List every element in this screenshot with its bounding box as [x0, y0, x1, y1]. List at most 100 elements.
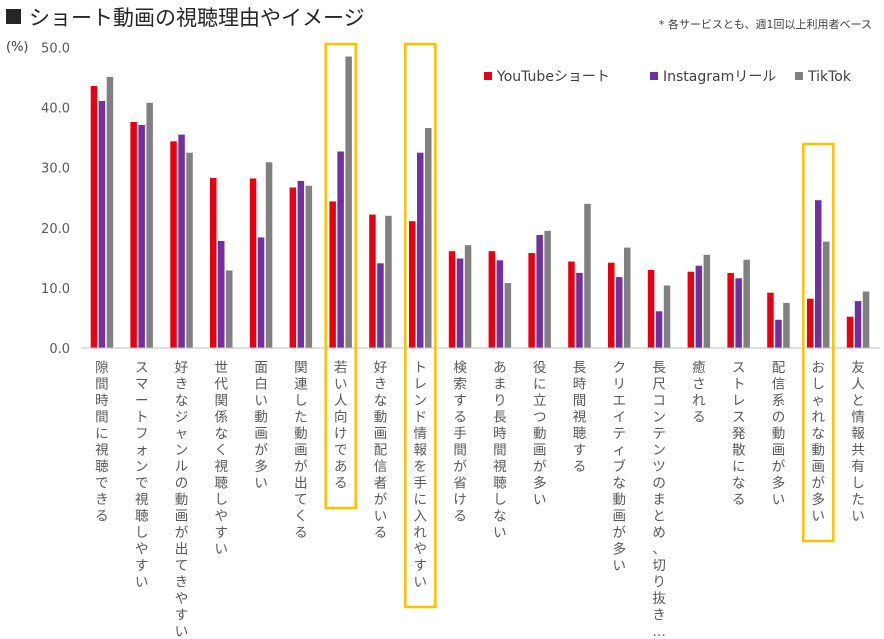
bar-2-7 [337, 151, 344, 348]
bar-3-3 [186, 152, 193, 348]
highlight-box [802, 142, 835, 543]
category-label: スマートフォンで視聴しやすい [135, 360, 149, 591]
legend-swatch-2 [650, 72, 658, 80]
chart-note: * 各サービスとも、週1回以上利用者ベース [658, 18, 872, 31]
bar-2-19 [815, 200, 822, 348]
bar-1-14 [608, 262, 615, 348]
category-label: 隙間時間に視聴できる [95, 360, 109, 525]
category-label: 検索する手間が省ける [453, 360, 467, 525]
y-tick-label: 0.0 [49, 342, 70, 357]
category-label: トレンド情報を手に入れやすい [414, 360, 428, 591]
category-label: 癒される [692, 360, 706, 426]
bar-2-2 [138, 125, 145, 348]
bar-3-1 [106, 76, 114, 349]
bar-1-9 [409, 221, 416, 348]
bar-1-3 [170, 141, 177, 348]
bar-1-6 [289, 187, 297, 348]
category-label: 面白い動画が多い [254, 360, 268, 492]
bar-1-17 [727, 272, 734, 348]
y-tick-label: 40.0 [41, 102, 70, 117]
bar-1-4 [210, 177, 217, 348]
y-tick-label: 50.0 [41, 42, 70, 57]
chart-title: ショート動画の視聴理由やイメージ [6, 2, 365, 32]
bar-2-11 [496, 260, 504, 348]
category-label: 若い人向けである [334, 360, 348, 492]
bar-2-6 [297, 180, 305, 348]
bar-1-2 [130, 122, 137, 348]
bar-2-15 [655, 311, 663, 348]
title-square-icon [6, 9, 21, 24]
bar-2-20 [854, 301, 862, 348]
category-label: 関連した動画が出てくる [294, 360, 308, 541]
y-tick-label: 20.0 [41, 222, 70, 237]
bar-1-5 [249, 178, 257, 348]
category-label: 好きな動画配信者がいる [374, 360, 388, 541]
y-tick-label: 10.0 [41, 282, 70, 297]
bar-1-10 [448, 251, 456, 348]
category-label: 友人と情報共有したい [851, 360, 865, 525]
category-label: 配信系の動画が多い [772, 360, 786, 508]
category-label: 世代関係なく視聴しやすい [215, 360, 229, 558]
category-label: 長時間視聴する [573, 360, 587, 475]
bar-2-4 [218, 241, 225, 348]
category-label: 長尺コンテンツのまとめ、切り抜き… [652, 360, 666, 639]
bar-3-2 [146, 102, 153, 348]
bar-1-11 [488, 251, 496, 348]
legend-label-2: Instagramリール [663, 69, 776, 85]
category-label: おしゃれな動画が多い [812, 360, 826, 525]
category-label: 役に立つ動画が多い [533, 360, 547, 508]
y-axis-unit: (%) [6, 40, 29, 55]
bar-3-6 [305, 185, 313, 348]
bar-3-15 [663, 285, 671, 348]
bar-3-14 [624, 247, 631, 348]
bar-1-8 [369, 214, 376, 348]
bar-2-12 [536, 235, 543, 348]
bar-3-8 [385, 215, 392, 348]
highlight-boxes [324, 42, 835, 609]
legend: YouTubeショート Instagramリール TikTok [484, 69, 852, 85]
y-tick-label: 30.0 [41, 162, 70, 177]
bar-2-5 [257, 237, 265, 348]
bar-2-17 [735, 278, 742, 348]
highlight-box [404, 42, 437, 609]
bar-2-3 [178, 134, 185, 348]
bar-1-12 [528, 253, 535, 348]
category-label: 好きなジャンルの動画が出てきやすい [175, 360, 189, 639]
bar-3-11 [504, 283, 512, 348]
bar-3-4 [226, 270, 233, 348]
highlight-box [324, 42, 357, 510]
bar-1-1 [90, 86, 98, 348]
bar-1-7 [329, 201, 336, 348]
legend-swatch-1 [484, 72, 492, 80]
bar-1-13 [568, 261, 575, 348]
bar-2-10 [456, 258, 464, 348]
bar-1-19 [807, 298, 814, 348]
bar-3-5 [265, 162, 273, 348]
category-label: あまり長時間視聴しない [493, 360, 507, 541]
bar-1-20 [846, 316, 854, 348]
bar-1-18 [767, 292, 774, 348]
bar-2-13 [576, 272, 583, 348]
bar-2-16 [695, 265, 703, 348]
bar-1-15 [647, 269, 655, 348]
bar-3-12 [544, 230, 551, 348]
legend-swatch-3 [795, 72, 803, 80]
bar-3-17 [743, 259, 750, 348]
bar-series-group [90, 56, 870, 349]
bar-2-18 [775, 319, 782, 348]
bar-1-16 [687, 271, 695, 348]
bar-3-13 [584, 203, 591, 348]
category-label: ストレス発散になる [732, 360, 746, 508]
bar-3-9 [425, 128, 432, 348]
bar-2-14 [616, 277, 623, 348]
bar-3-16 [703, 254, 711, 348]
category-label: クリエイティブな動画が多い [613, 360, 627, 574]
category-labels: 隙間時間に視聴できる スマートフォンで視聴しやすい 好きなジャンルの動画が出てきやす… [95, 360, 865, 639]
bar-2-8 [377, 263, 384, 348]
bar-3-19 [823, 241, 830, 348]
y-axis-ticks: 0.0 10.0 20.0 30.0 40.0 50.0 [41, 42, 70, 358]
chart-title-text: ショート動画の視聴理由やイメージ [29, 6, 365, 30]
bar-2-1 [98, 101, 106, 348]
bar-3-10 [464, 245, 472, 348]
bar-3-7 [345, 56, 352, 348]
